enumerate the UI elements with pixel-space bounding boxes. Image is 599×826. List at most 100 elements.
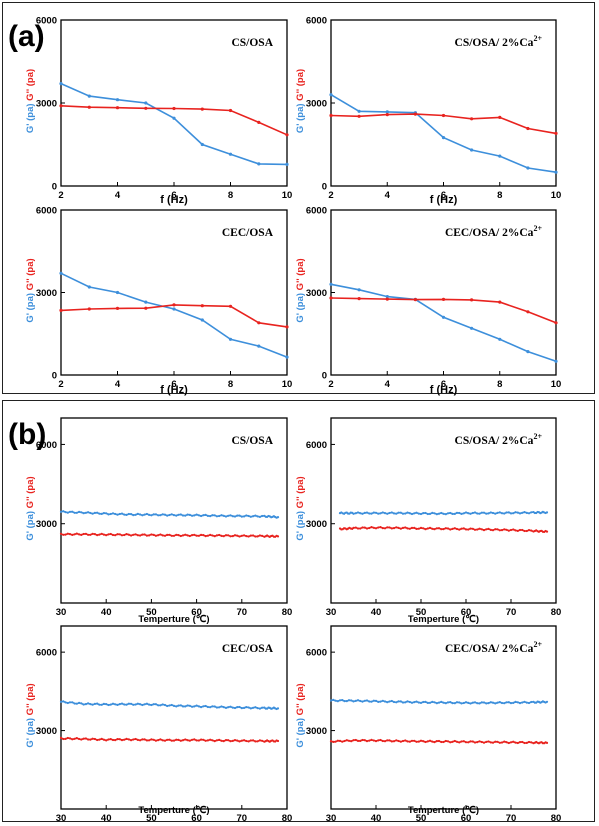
data-point-g-prime	[231, 706, 234, 709]
data-point-g-double-prime	[374, 740, 378, 743]
data-point-g-double-prime	[125, 737, 128, 741]
data-point-g-prime	[84, 703, 87, 706]
data-point-g-double-prime	[193, 533, 196, 536]
data-point-g-prime	[252, 515, 255, 518]
data-point-g-prime	[554, 359, 558, 363]
data-point-g-prime	[458, 511, 461, 515]
data-point-g-prime	[379, 512, 382, 515]
data-point-g-prime	[392, 512, 396, 515]
data-point-g-prime	[220, 705, 223, 708]
data-point-g-prime	[345, 700, 348, 703]
data-point-g-double-prime	[482, 529, 486, 532]
data-point-g-prime	[507, 701, 510, 704]
data-point-g-double-prime	[503, 740, 506, 743]
data-point-g-double-prime	[111, 738, 115, 742]
data-point-g-double-prime	[545, 530, 549, 533]
data-point-g-prime	[444, 702, 447, 705]
data-point-g-double-prime	[464, 741, 468, 744]
chart-title: CEC/OSA	[222, 643, 274, 655]
chart-title-main: CEC/OSA	[222, 643, 274, 655]
data-point-g-double-prime	[73, 533, 76, 536]
data-point-g-prime	[383, 700, 387, 703]
data-point-g-double-prime	[435, 740, 438, 743]
data-point-g-double-prime	[410, 739, 414, 742]
data-point-g-double-prime	[175, 533, 178, 536]
data-point-g-prime	[218, 514, 221, 518]
data-point-g-double-prime	[482, 741, 486, 744]
data-point-g-double-prime	[257, 321, 261, 325]
data-point-g-double-prime	[132, 738, 135, 741]
data-point-g-prime	[209, 706, 212, 709]
data-point-g-double-prime	[220, 739, 223, 742]
data-point-g-double-prime	[460, 527, 463, 530]
data-point-g-prime	[509, 702, 513, 705]
data-point-g-double-prime	[347, 739, 351, 742]
data-point-g-prime	[175, 705, 178, 708]
data-point-g-double-prime	[404, 526, 407, 529]
data-point-g-prime	[285, 355, 289, 359]
data-point-g-prime	[381, 511, 384, 514]
data-point-g-double-prime	[62, 533, 65, 536]
data-point-g-double-prime	[329, 296, 333, 300]
data-point-g-prime	[144, 101, 148, 105]
data-point-g-double-prime	[200, 533, 203, 537]
data-point-g-prime	[172, 116, 176, 120]
data-point-g-double-prime	[336, 739, 339, 742]
data-point-g-prime	[120, 702, 124, 705]
data-point-g-prime	[202, 705, 205, 708]
data-point-g-prime	[390, 511, 393, 514]
data-point-g-prime	[352, 512, 355, 515]
data-point-g-prime	[350, 699, 353, 702]
data-point-g-prime	[209, 515, 212, 518]
data-point-g-prime	[233, 515, 237, 518]
y-axis-label-g-prime: G' (pa)	[295, 508, 306, 540]
data-point-g-double-prime	[188, 534, 191, 538]
data-point-g-double-prime	[141, 533, 144, 536]
data-point-g-double-prime	[177, 534, 180, 537]
data-point-g-double-prime	[202, 738, 205, 741]
x-tick-label: 60	[191, 607, 202, 618]
data-point-g-double-prime	[127, 738, 130, 741]
data-point-g-prime	[181, 514, 185, 517]
data-point-g-double-prime	[379, 738, 382, 742]
y-axis-label-g-prime: G' (pa)	[25, 508, 36, 540]
chart-title-main: CS/OSA	[231, 435, 273, 447]
data-point-g-double-prime	[109, 738, 112, 741]
data-point-g-double-prime	[139, 739, 142, 742]
data-point-g-prime	[449, 701, 452, 704]
data-point-g-prime	[441, 136, 446, 140]
data-point-g-double-prime	[229, 740, 232, 743]
data-point-g-double-prime	[467, 528, 470, 531]
data-point-g-double-prime	[470, 298, 474, 302]
data-point-g-double-prime	[71, 738, 74, 741]
data-point-g-prime	[161, 513, 164, 516]
data-point-g-double-prime	[446, 740, 450, 743]
data-point-g-prime	[233, 706, 237, 710]
data-point-g-prime	[476, 702, 479, 705]
data-point-g-double-prime	[231, 739, 234, 743]
data-point-g-double-prime	[338, 739, 342, 743]
data-point-g-double-prime	[471, 740, 474, 743]
data-point-g-double-prime	[503, 528, 506, 531]
y-axis-label: G' (pa) G'' (pa)	[25, 683, 36, 747]
data-point-g-double-prime	[527, 529, 531, 532]
data-point-g-double-prime	[329, 740, 333, 743]
data-point-g-double-prime	[206, 534, 209, 537]
y-tick-label: 6000	[36, 16, 57, 27]
data-point-g-prime	[134, 513, 137, 516]
x-axis-label: f (Hz)	[160, 384, 188, 396]
y-tick-label: 6000	[36, 440, 57, 451]
data-point-g-prime	[356, 699, 360, 702]
data-point-g-double-prime	[395, 526, 398, 529]
data-point-g-prime	[240, 707, 243, 710]
data-point-g-prime	[498, 701, 501, 704]
data-point-g-prime	[509, 512, 513, 515]
data-point-g-prime	[172, 514, 176, 517]
data-point-g-double-prime	[413, 112, 417, 116]
data-point-g-double-prime	[370, 526, 373, 529]
data-point-g-prime	[392, 700, 396, 704]
data-point-g-double-prime	[197, 739, 200, 742]
data-point-g-double-prime	[105, 739, 108, 742]
data-point-g-prime	[516, 511, 519, 514]
data-point-g-prime	[105, 703, 108, 706]
